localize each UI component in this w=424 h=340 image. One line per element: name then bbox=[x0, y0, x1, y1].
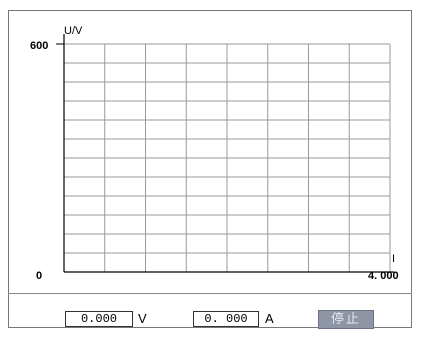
current-unit: A bbox=[265, 311, 274, 326]
stop-button[interactable]: 停止 bbox=[318, 310, 374, 329]
y-axis-max-tick: 600 bbox=[30, 40, 49, 52]
y-axis-label: U/V bbox=[64, 25, 83, 37]
chart-grid bbox=[64, 43, 391, 272]
current-readout: 0. 000 bbox=[193, 311, 259, 327]
axis-origin-tick: 0 bbox=[36, 270, 43, 282]
voltage-unit: V bbox=[138, 311, 147, 326]
panel-separator bbox=[8, 293, 412, 294]
iv-chart bbox=[56, 34, 394, 273]
chart-axes bbox=[56, 34, 394, 273]
x-axis-label: I bbox=[392, 253, 396, 265]
voltage-readout: 0.000 bbox=[65, 311, 133, 327]
x-axis-max-tick: 4. 000 bbox=[368, 270, 399, 282]
